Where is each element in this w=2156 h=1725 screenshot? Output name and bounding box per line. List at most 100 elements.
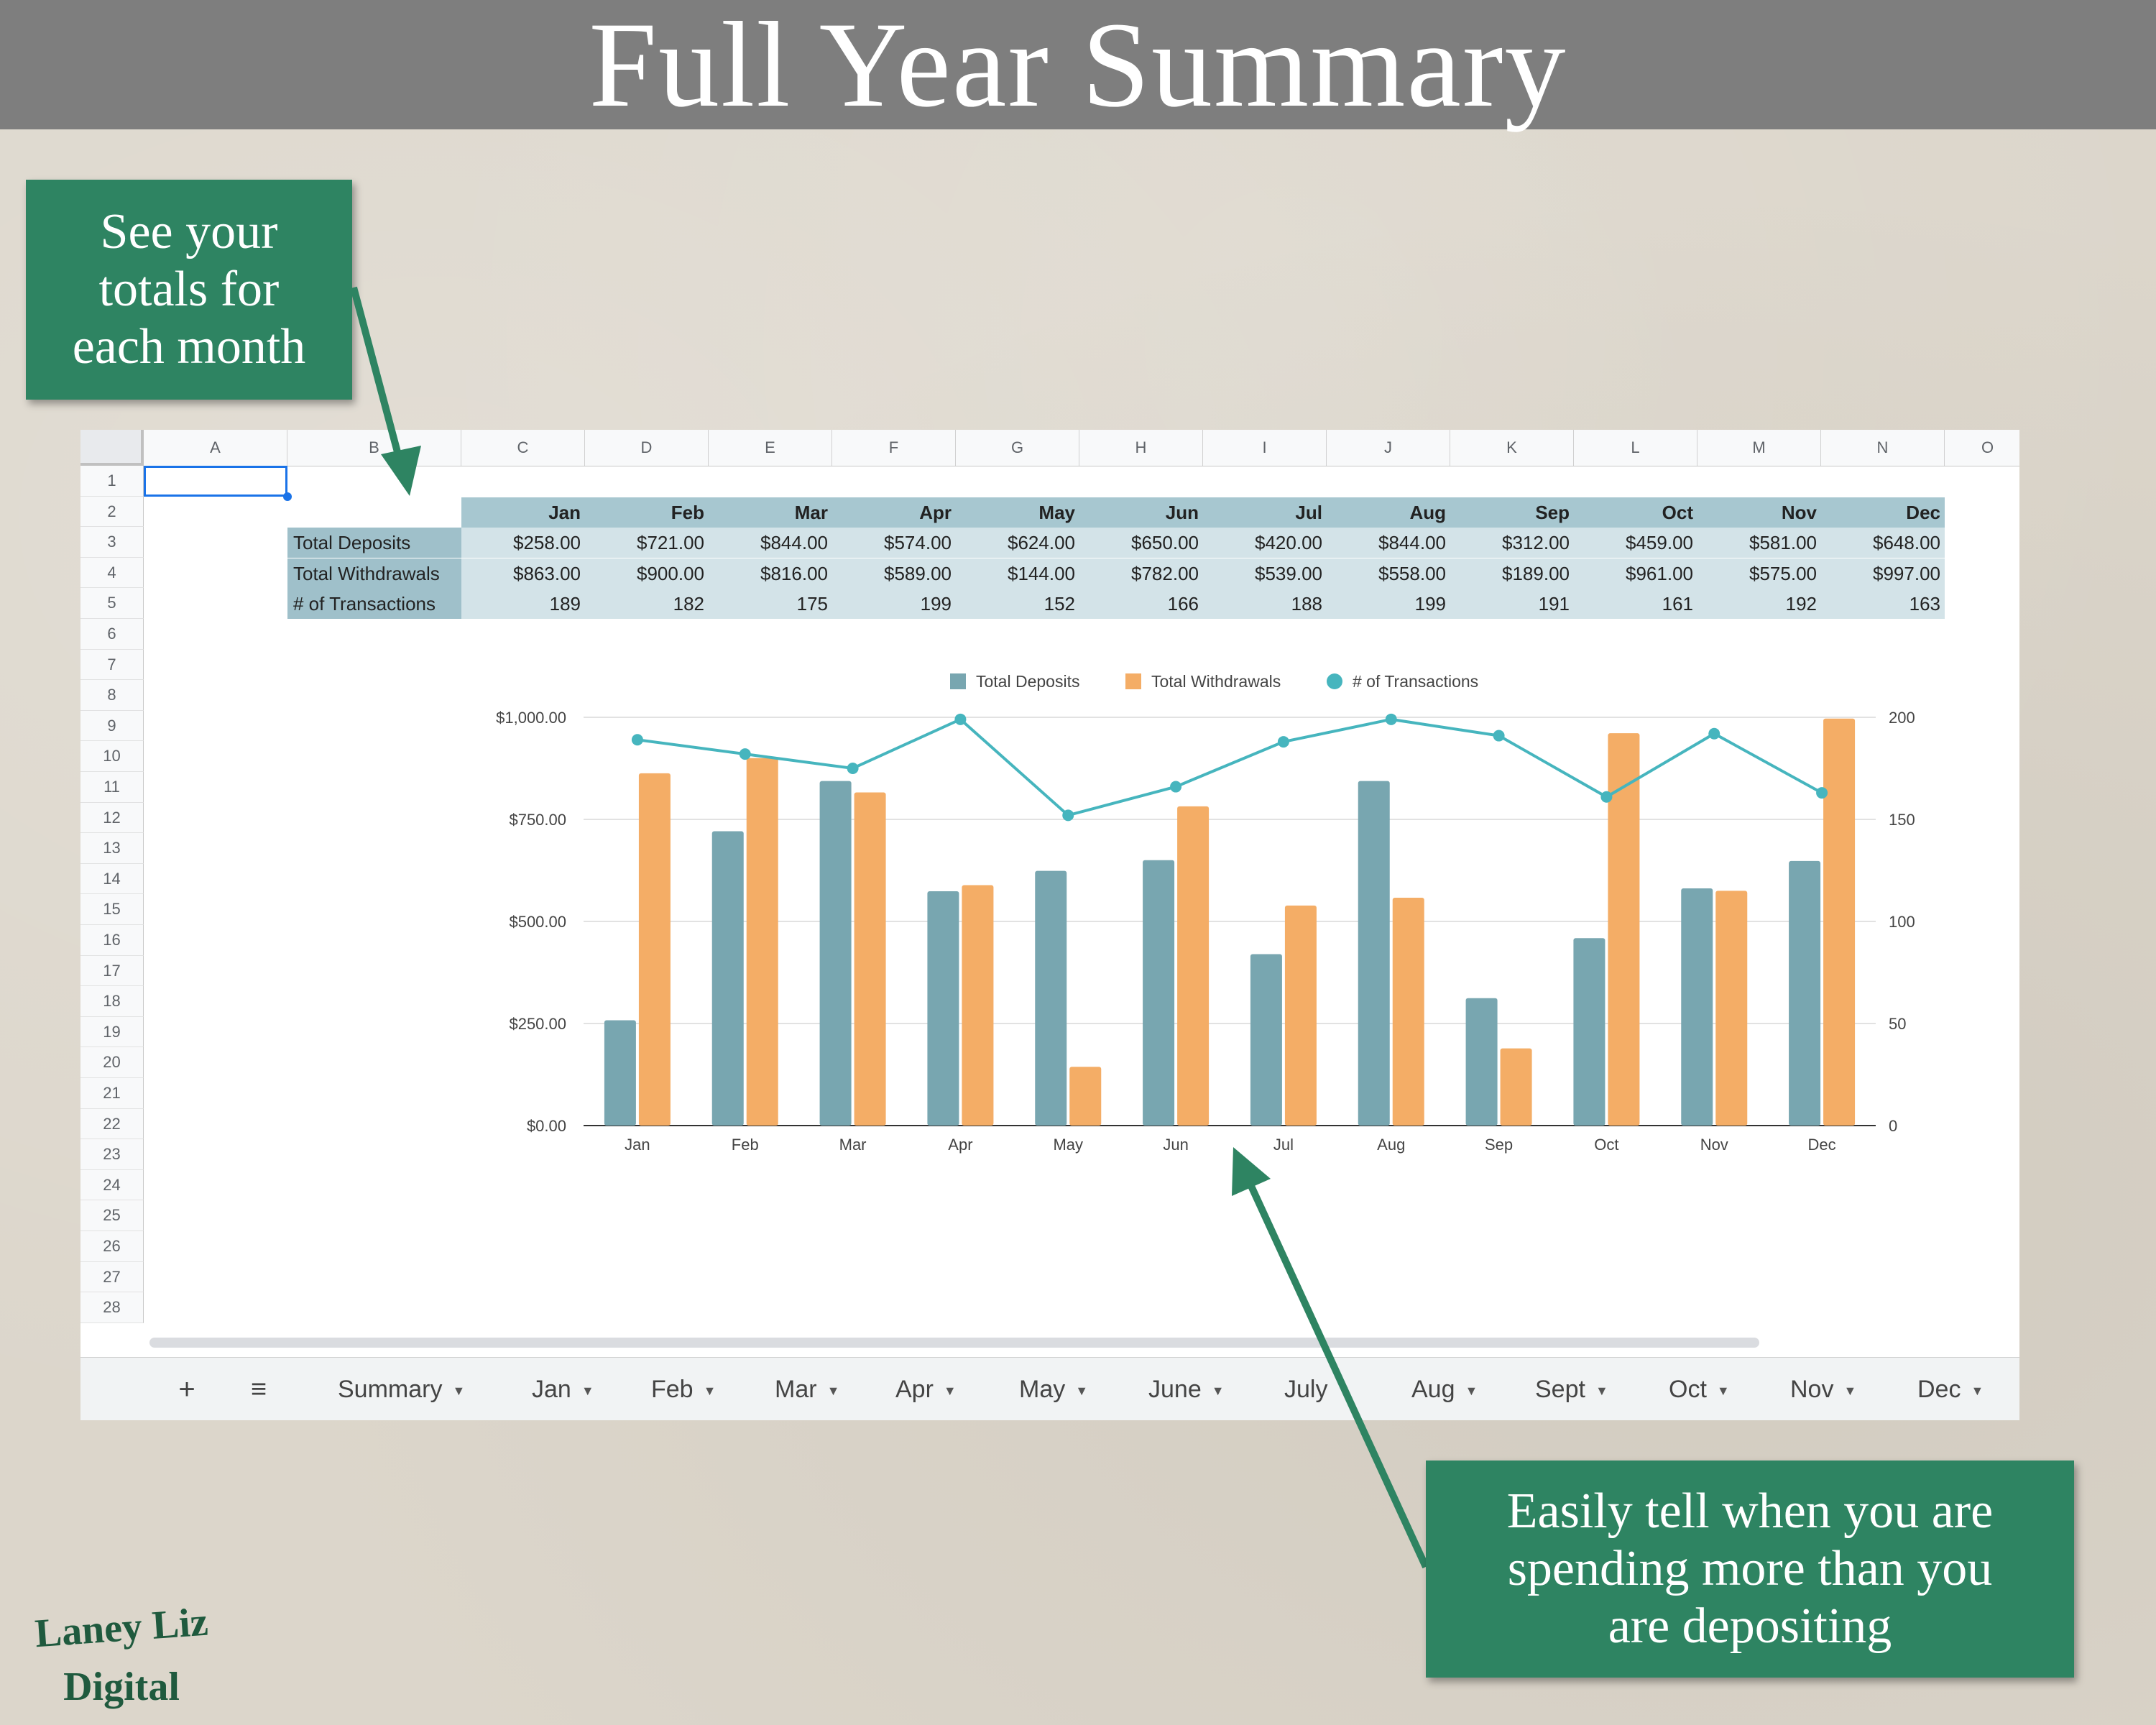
row-header-11[interactable]: 11: [80, 772, 144, 803]
tab-apr[interactable]: Apr ▼: [895, 1358, 957, 1420]
bar-total-deposits-sep[interactable]: [1465, 998, 1498, 1126]
point-transactions-aug[interactable]: [1385, 713, 1397, 725]
row-header-28[interactable]: 28: [80, 1292, 144, 1323]
table-row-label[interactable]: Total Deposits: [287, 528, 461, 558]
row-header-2[interactable]: 2: [80, 496, 144, 528]
table-header-mar[interactable]: Mar: [709, 497, 832, 528]
table-header-jul[interactable]: Jul: [1203, 497, 1327, 528]
tab-dec[interactable]: Dec ▼: [1917, 1358, 1984, 1420]
row-header-4[interactable]: 4: [80, 557, 144, 589]
table-cell-value[interactable]: $650.00: [1079, 528, 1203, 558]
selected-cell-a1[interactable]: [144, 466, 287, 497]
table-row-label[interactable]: Total Withdrawals: [287, 558, 461, 589]
select-all-corner[interactable]: [80, 430, 144, 466]
tab-feb[interactable]: Feb ▼: [651, 1358, 716, 1420]
table-cell-value[interactable]: $575.00: [1697, 558, 1821, 589]
column-header-k[interactable]: K: [1450, 430, 1574, 466]
table-header-nov[interactable]: Nov: [1697, 497, 1821, 528]
table-cell-value[interactable]: $782.00: [1079, 558, 1203, 589]
row-header-7[interactable]: 7: [80, 649, 144, 681]
row-header-27[interactable]: 27: [80, 1261, 144, 1293]
row-header-8[interactable]: 8: [80, 680, 144, 711]
chart-svg[interactable]: $0.00 $250.00 $500.00 $750.00 $1,000.00 0 50 10…: [80, 430, 2019, 1335]
table-cell-value[interactable]: $961.00: [1574, 558, 1697, 589]
table-cell-value[interactable]: $189.00: [1450, 558, 1574, 589]
table-header-oct[interactable]: Oct: [1574, 497, 1697, 528]
tab-mar[interactable]: Mar ▼: [775, 1358, 839, 1420]
table-header-dec[interactable]: Dec: [1821, 497, 1945, 528]
tab-june[interactable]: June ▼: [1148, 1358, 1225, 1420]
row-header-19[interactable]: 19: [80, 1016, 144, 1048]
table-cell-value[interactable]: $863.00: [461, 558, 585, 589]
bar-total-deposits-dec[interactable]: [1789, 860, 1821, 1126]
column-header-c[interactable]: C: [461, 430, 585, 466]
row-header-1[interactable]: 1: [80, 466, 144, 497]
row-header-20[interactable]: 20: [80, 1047, 144, 1078]
row-header-13[interactable]: 13: [80, 833, 144, 864]
point-transactions-jul[interactable]: [1277, 736, 1289, 748]
bar-total-withdrawals-jul[interactable]: [1284, 905, 1317, 1126]
table-cell-value[interactable]: $574.00: [832, 528, 956, 558]
bar-total-deposits-feb[interactable]: [711, 831, 744, 1126]
bar-total-withdrawals-sep[interactable]: [1500, 1048, 1532, 1126]
table-cell-value[interactable]: 199: [1327, 589, 1450, 620]
bar-total-withdrawals-may[interactable]: [1069, 1067, 1102, 1126]
column-header-e[interactable]: E: [709, 430, 832, 466]
column-header-l[interactable]: L: [1574, 430, 1697, 466]
bar-total-deposits-may[interactable]: [1035, 870, 1067, 1126]
chevron-down-icon[interactable]: ▼: [1465, 1384, 1478, 1399]
table-cell-value[interactable]: $539.00: [1203, 558, 1327, 589]
chevron-down-icon[interactable]: ▼: [1211, 1384, 1225, 1399]
table-cell-value[interactable]: $844.00: [709, 528, 832, 558]
bar-total-deposits-nov[interactable]: [1681, 888, 1713, 1126]
menu-icon[interactable]: ≡: [250, 1374, 267, 1404]
bar-total-withdrawals-dec[interactable]: [1823, 718, 1856, 1126]
column-header-h[interactable]: H: [1079, 430, 1203, 466]
selection-handle[interactable]: [283, 492, 292, 501]
table-cell-value[interactable]: 199: [832, 589, 956, 620]
bar-total-withdrawals-apr[interactable]: [962, 885, 994, 1126]
tab-aug[interactable]: Aug ▼: [1411, 1358, 1478, 1420]
point-transactions-sep[interactable]: [1493, 730, 1505, 742]
row-header-9[interactable]: 9: [80, 710, 144, 742]
bar-total-withdrawals-nov[interactable]: [1715, 891, 1748, 1126]
row-header-23[interactable]: 23: [80, 1139, 144, 1170]
table-cell-value[interactable]: $581.00: [1697, 528, 1821, 558]
table-cell-value[interactable]: $589.00: [832, 558, 956, 589]
table-cell-value[interactable]: $816.00: [709, 558, 832, 589]
table-cell-value[interactable]: 161: [1574, 589, 1697, 620]
table-cell-value[interactable]: $900.00: [585, 558, 709, 589]
column-header-d[interactable]: D: [585, 430, 709, 466]
bar-total-deposits-jun[interactable]: [1143, 860, 1175, 1126]
tab-sept[interactable]: Sept ▼: [1535, 1358, 1608, 1420]
column-header-m[interactable]: M: [1697, 430, 1821, 466]
chevron-down-icon[interactable]: ▼: [1716, 1384, 1730, 1399]
column-header-b[interactable]: B: [287, 430, 461, 466]
point-transactions-apr[interactable]: [954, 713, 967, 725]
bar-total-deposits-oct[interactable]: [1573, 938, 1606, 1126]
table-cell-value[interactable]: $144.00: [956, 558, 1079, 589]
chevron-down-icon[interactable]: ▼: [826, 1384, 840, 1399]
row-header-21[interactable]: 21: [80, 1078, 144, 1109]
chevron-down-icon[interactable]: ▼: [703, 1384, 717, 1399]
chevron-down-icon[interactable]: ▼: [943, 1384, 957, 1399]
chevron-down-icon[interactable]: ▼: [1971, 1384, 1984, 1399]
row-header-24[interactable]: 24: [80, 1169, 144, 1201]
bar-total-withdrawals-aug[interactable]: [1392, 898, 1424, 1126]
bar-total-withdrawals-jan[interactable]: [638, 773, 671, 1126]
point-transactions-dec[interactable]: [1816, 787, 1828, 799]
tab-may[interactable]: May ▼: [1019, 1358, 1088, 1420]
row-header-26[interactable]: 26: [80, 1231, 144, 1262]
row-header-15[interactable]: 15: [80, 894, 144, 925]
tab-jan[interactable]: Jan ▼: [532, 1358, 594, 1420]
row-header-12[interactable]: 12: [80, 802, 144, 834]
table-cell-value[interactable]: 175: [709, 589, 832, 620]
table-cell-value[interactable]: $459.00: [1574, 528, 1697, 558]
chevron-down-icon[interactable]: ▼: [1595, 1384, 1608, 1399]
bar-total-deposits-mar[interactable]: [819, 781, 852, 1126]
column-header-j[interactable]: J: [1327, 430, 1450, 466]
chevron-down-icon[interactable]: ▼: [1843, 1384, 1857, 1399]
table-header-jan[interactable]: Jan: [461, 497, 585, 528]
table-header-apr[interactable]: Apr: [832, 497, 956, 528]
table-header-jun[interactable]: Jun: [1079, 497, 1203, 528]
